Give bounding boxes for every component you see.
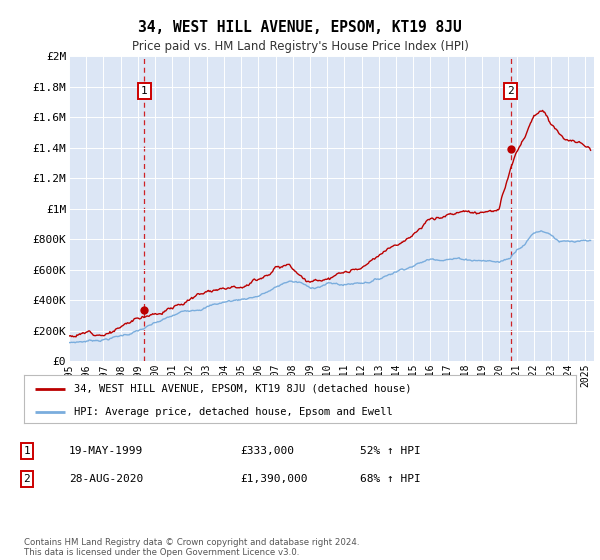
Text: 19-MAY-1999: 19-MAY-1999 — [69, 446, 143, 456]
Text: Price paid vs. HM Land Registry's House Price Index (HPI): Price paid vs. HM Land Registry's House … — [131, 40, 469, 53]
Text: 68% ↑ HPI: 68% ↑ HPI — [360, 474, 421, 484]
Text: 34, WEST HILL AVENUE, EPSOM, KT19 8JU: 34, WEST HILL AVENUE, EPSOM, KT19 8JU — [138, 20, 462, 35]
Text: 28-AUG-2020: 28-AUG-2020 — [69, 474, 143, 484]
Text: £1,390,000: £1,390,000 — [240, 474, 308, 484]
Text: 52% ↑ HPI: 52% ↑ HPI — [360, 446, 421, 456]
Text: £333,000: £333,000 — [240, 446, 294, 456]
Text: 2: 2 — [507, 86, 514, 96]
Text: 34, WEST HILL AVENUE, EPSOM, KT19 8JU (detached house): 34, WEST HILL AVENUE, EPSOM, KT19 8JU (d… — [74, 384, 411, 394]
Text: 2: 2 — [23, 474, 31, 484]
Text: Contains HM Land Registry data © Crown copyright and database right 2024.
This d: Contains HM Land Registry data © Crown c… — [24, 538, 359, 557]
Text: HPI: Average price, detached house, Epsom and Ewell: HPI: Average price, detached house, Epso… — [74, 407, 392, 417]
Text: 1: 1 — [141, 86, 148, 96]
Text: 1: 1 — [23, 446, 31, 456]
